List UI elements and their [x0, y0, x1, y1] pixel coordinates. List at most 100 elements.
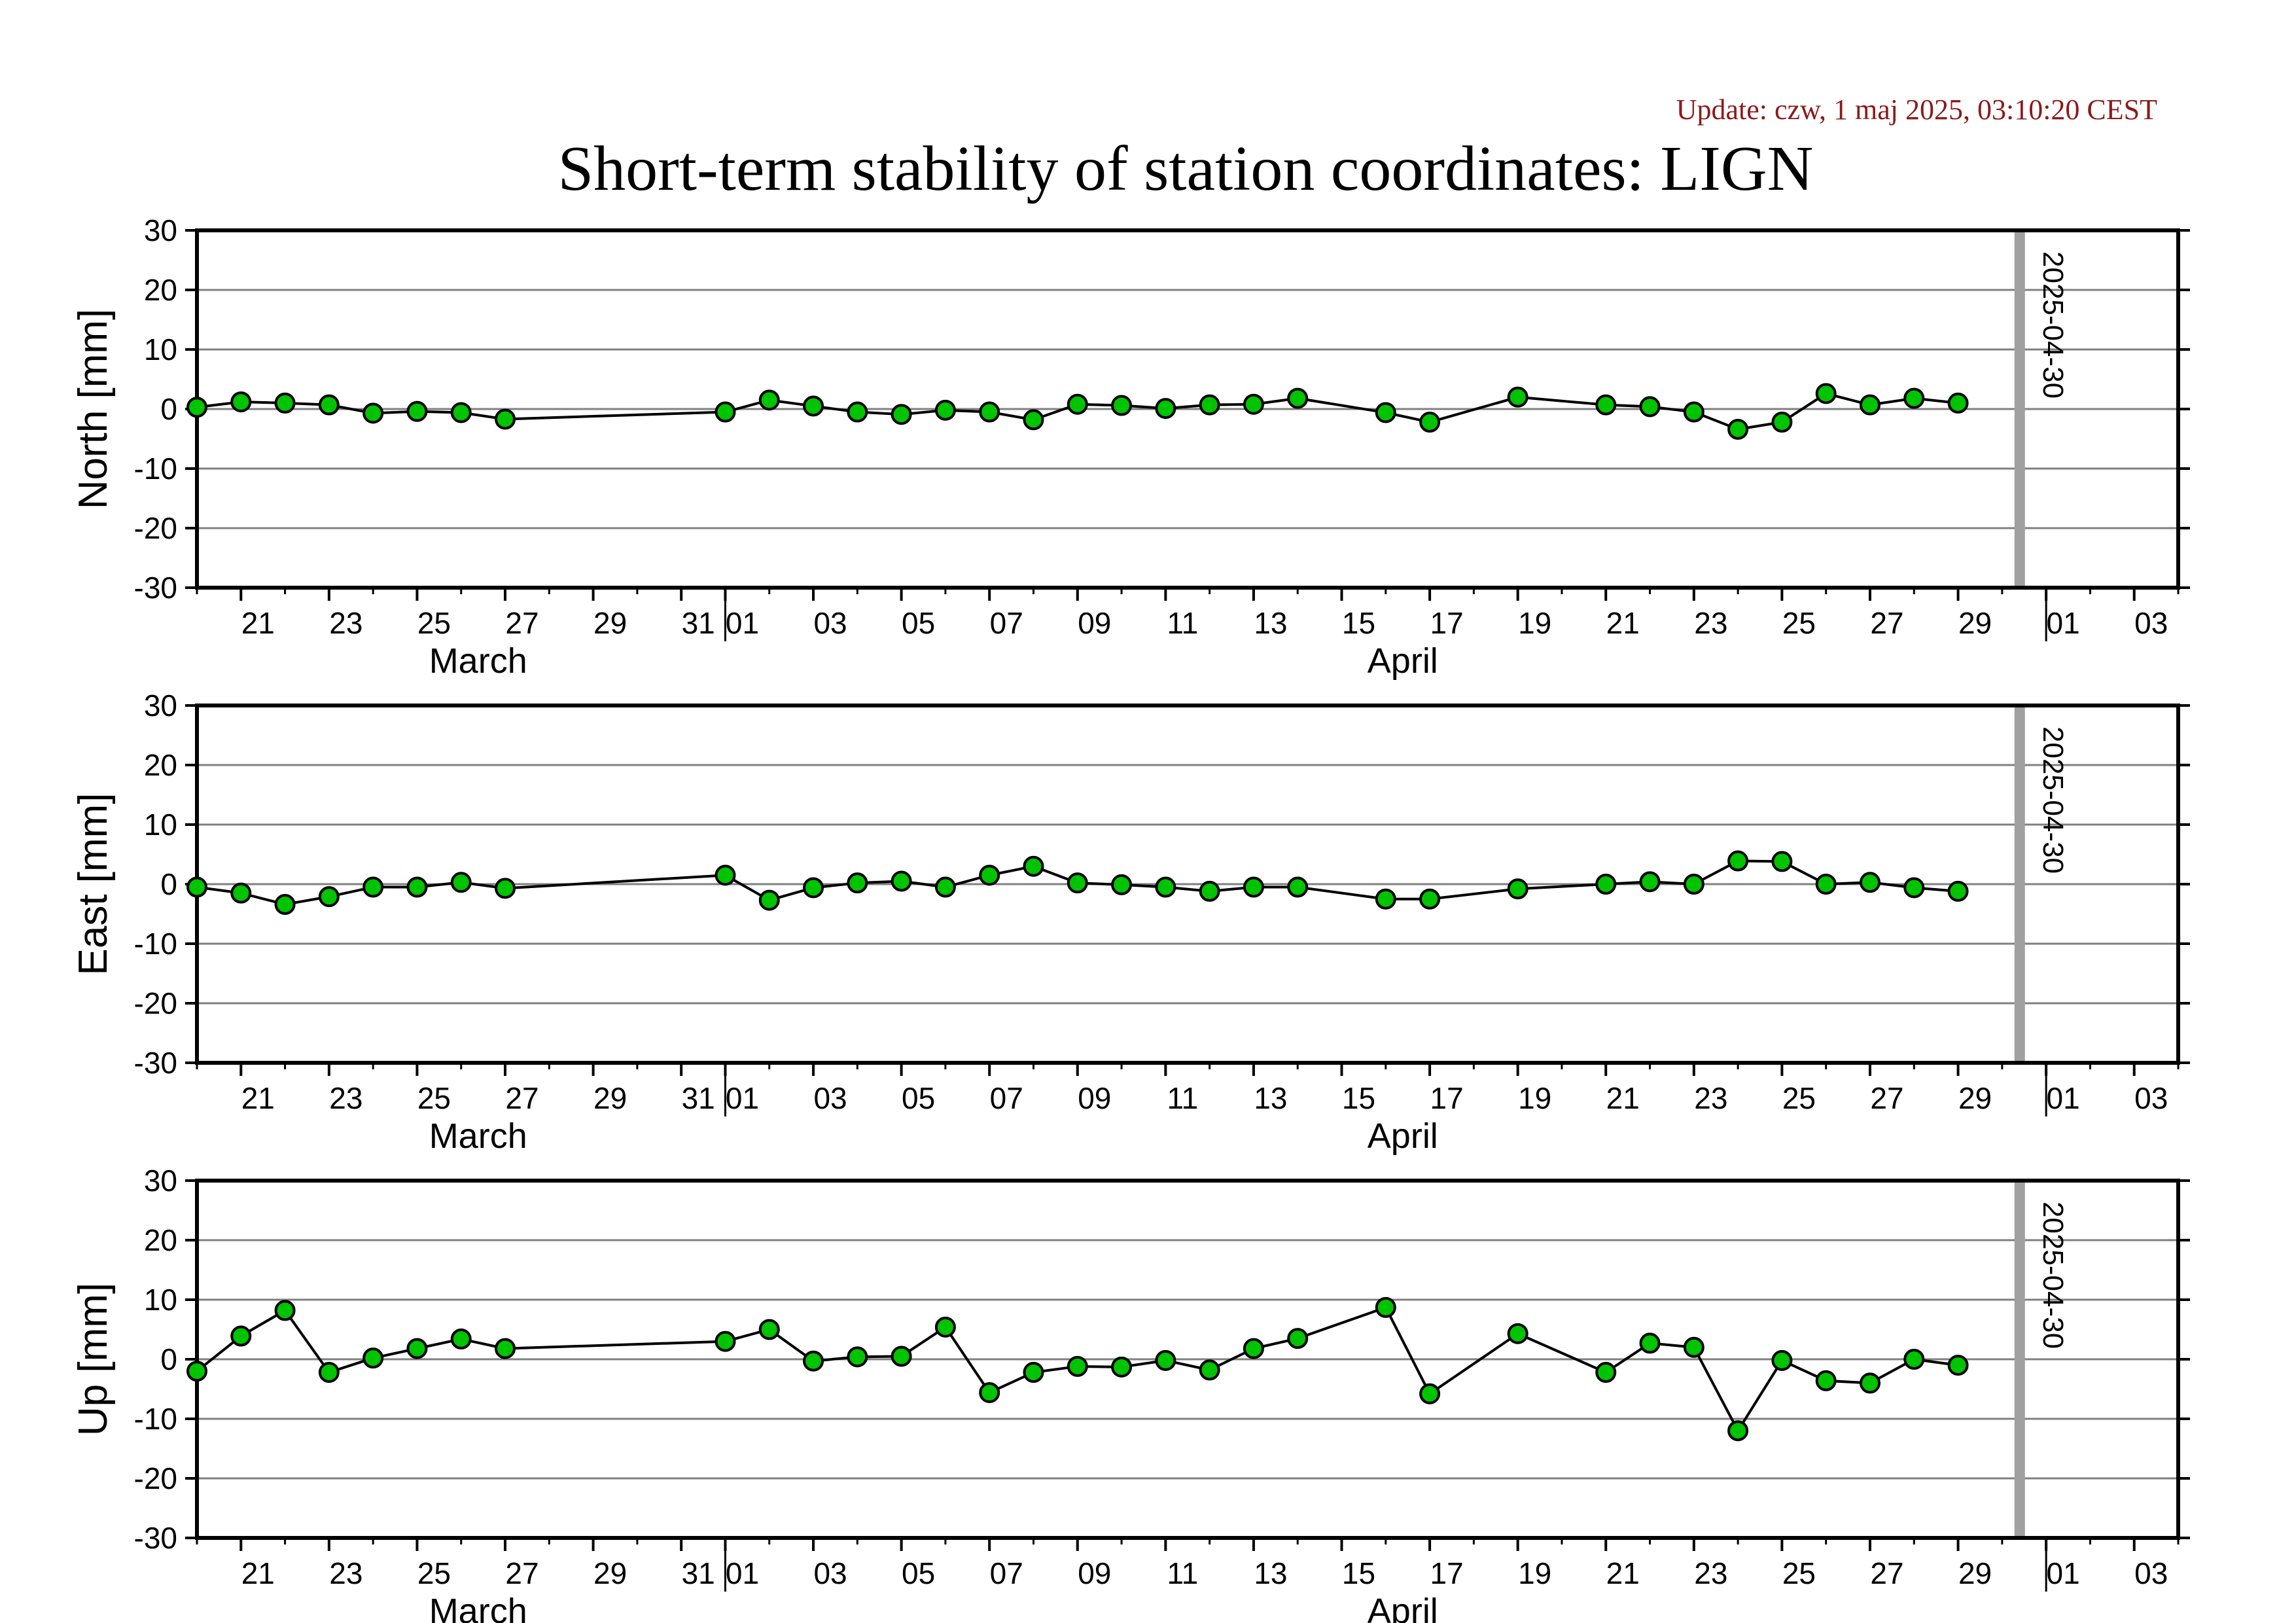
x-tick-label: 25 — [417, 606, 451, 640]
x-tick-label: 05 — [902, 1081, 935, 1115]
data-point — [1199, 880, 1220, 902]
data-point — [715, 1330, 736, 1352]
data-point — [1683, 1336, 1704, 1358]
x-tick-label: 21 — [1606, 1556, 1640, 1590]
data-point — [1771, 1349, 1793, 1371]
x-tick-label: 17 — [1430, 606, 1464, 640]
y-axis-label: Up [mm] — [71, 1283, 116, 1436]
data-point — [318, 1362, 340, 1383]
date-marker-label: 2025-04-30 — [2037, 726, 2069, 874]
data-point — [1947, 392, 1969, 414]
data-point — [847, 872, 868, 894]
x-tick-label: 29 — [1958, 1556, 1992, 1590]
chart-panels: 2025-04-30 30 20 10 0 -10 -20 -30 North [mm] 21 23… — [71, 213, 2190, 1623]
data-point — [274, 1300, 296, 1321]
y-tick-label: 30 — [144, 688, 177, 722]
x-tick-label: 01 — [2047, 606, 2080, 640]
data-point — [1859, 394, 1881, 416]
y-tick-label: -10 — [134, 927, 177, 961]
x-tick-label: 23 — [1694, 606, 1727, 640]
data-point — [1859, 872, 1881, 893]
data-point — [1595, 1362, 1617, 1383]
x-tick-label: 15 — [1342, 1556, 1375, 1590]
data-point — [1683, 401, 1704, 423]
data-point — [230, 391, 252, 413]
data-point — [1947, 880, 1969, 902]
data-point — [803, 395, 824, 417]
y-tick-label: 20 — [144, 748, 177, 782]
data-point — [934, 399, 956, 421]
y-tick-label: -10 — [134, 1402, 177, 1436]
data-point — [1243, 393, 1264, 415]
data-point — [450, 1329, 472, 1350]
x-tick-label: 07 — [990, 1556, 1023, 1590]
y-tick-label: -30 — [134, 571, 177, 605]
x-tick-label: 03 — [813, 1081, 847, 1115]
data-point — [230, 1325, 252, 1347]
date-marker-label: 2025-04-30 — [2037, 1202, 2069, 1349]
data-point — [979, 865, 1000, 886]
data-point — [1111, 395, 1133, 416]
x-tick-label: 27 — [505, 1081, 539, 1115]
update-timestamp: Update: czw, 1 maj 2025, 03:10:20 CEST — [1676, 94, 2157, 126]
x-tick-label: 11 — [1167, 1081, 1198, 1115]
data-point — [1639, 871, 1661, 893]
y-tick-label: -20 — [134, 986, 177, 1020]
data-point — [1815, 1370, 1837, 1391]
x-tick-label: 25 — [1782, 606, 1816, 640]
series-line — [196, 859, 1958, 906]
data-point — [1727, 1420, 1749, 1442]
data-point — [1023, 855, 1044, 877]
data-point — [979, 401, 1000, 423]
data-point — [495, 878, 516, 899]
x-tick-label: 09 — [1078, 1556, 1111, 1590]
x-tick-label: 19 — [1518, 606, 1551, 640]
x-tick-label: 13 — [1254, 606, 1287, 640]
data-point — [1287, 387, 1309, 409]
x-tick-label: 27 — [505, 606, 539, 640]
x-tick-label: 03 — [813, 606, 847, 640]
data-point — [758, 1319, 780, 1340]
x-tick-label: 23 — [1694, 1081, 1727, 1115]
series-line — [196, 1306, 1958, 1433]
x-tick-label: 13 — [1254, 1556, 1287, 1590]
data-point — [1815, 874, 1837, 895]
x-tick-label: 01 — [726, 1556, 759, 1590]
y-axis-label: North [mm] — [71, 309, 116, 510]
x-tick-label: 25 — [1782, 1081, 1816, 1115]
x-tick-label: 03 — [2134, 1081, 2168, 1115]
x-tick-label: 31 — [682, 606, 715, 640]
x-tick-label: 01 — [2047, 1081, 2080, 1115]
y-tick-label: 30 — [144, 213, 177, 247]
x-tick-label: 29 — [593, 1081, 627, 1115]
x-month-label: March — [429, 1592, 527, 1623]
data-point — [362, 402, 384, 424]
y-tick-label: -20 — [134, 1461, 177, 1495]
data-point — [1507, 1323, 1528, 1344]
data-point — [1859, 1372, 1881, 1394]
data-point — [1595, 394, 1617, 416]
data-point — [1067, 393, 1088, 415]
data-point — [1419, 412, 1441, 433]
x-tick-label: 21 — [241, 606, 275, 640]
x-tick-label: 29 — [1958, 606, 1992, 640]
x-tick-label: 01 — [726, 606, 759, 640]
chart-panel: 2025-04-30 30 20 10 0 -10 -20 -30 East [mm] 21 23 2… — [71, 688, 2190, 1156]
data-point — [1639, 396, 1661, 418]
x-tick-label: 29 — [1958, 1081, 1992, 1115]
x-tick-label: 11 — [1167, 606, 1198, 640]
y-tick-label: 10 — [144, 332, 177, 366]
data-point — [362, 1347, 384, 1369]
x-month-label: April — [1368, 641, 1438, 681]
data-point — [1815, 383, 1837, 404]
data-point — [1507, 878, 1528, 900]
data-point — [495, 1338, 516, 1359]
data-point — [274, 893, 296, 915]
x-tick-label: 27 — [1870, 1081, 1903, 1115]
data-point — [1287, 1328, 1309, 1349]
y-tick-label: 0 — [160, 1342, 177, 1376]
x-tick-label: 23 — [1694, 1556, 1727, 1590]
data-point — [230, 882, 252, 904]
data-point — [1419, 888, 1441, 910]
